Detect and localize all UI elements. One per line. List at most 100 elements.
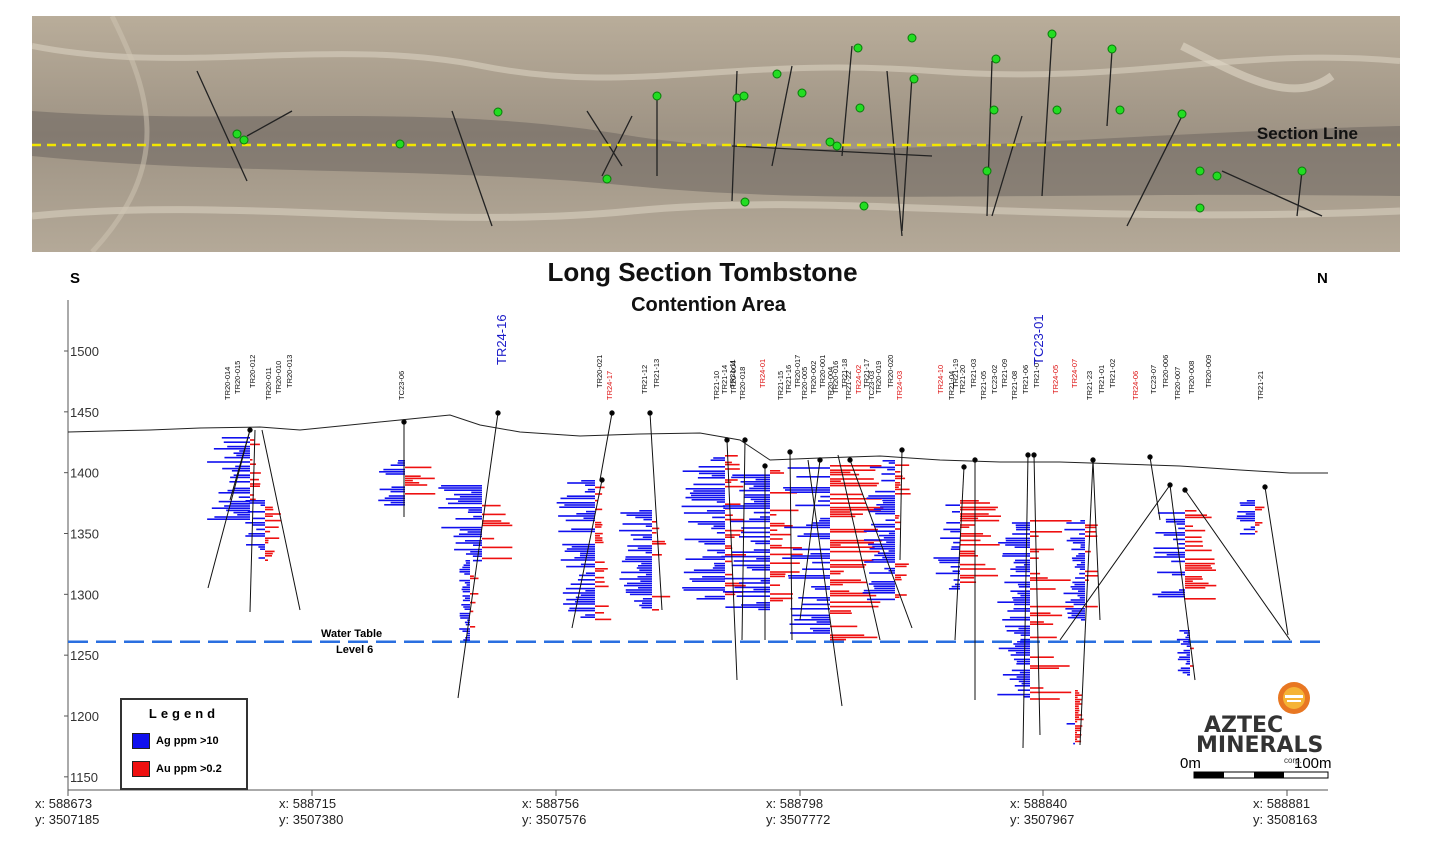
drill-collar <box>247 427 253 433</box>
ag-bar <box>951 511 960 513</box>
hole-label: TR20-010 <box>274 361 283 394</box>
ag-bar <box>230 476 250 479</box>
aerial-collar-marker <box>1047 29 1057 39</box>
au-bar <box>265 541 269 544</box>
ag-bar <box>1180 643 1190 645</box>
au-bar <box>1030 667 1060 669</box>
ag-bar <box>882 501 895 504</box>
hole-label: TC23-01 <box>1031 314 1046 365</box>
au-bar <box>1085 550 1091 553</box>
au-bar <box>725 573 733 576</box>
ag-bar <box>568 609 595 612</box>
au-bar <box>725 582 743 585</box>
ag-bar <box>1016 676 1030 678</box>
au-bar <box>652 543 667 545</box>
au-bar <box>1185 516 1212 519</box>
au-bar <box>1075 734 1082 736</box>
ag-bar <box>743 496 770 498</box>
ag-bar <box>441 485 482 487</box>
ag-bar <box>438 487 482 489</box>
drill-collar <box>1262 484 1268 490</box>
au-bar <box>595 585 609 588</box>
ag-bar <box>685 488 725 490</box>
ag-bar <box>1071 588 1085 590</box>
ag-bar <box>739 489 770 492</box>
ag-bar <box>866 497 895 499</box>
ag-bar <box>619 529 652 532</box>
au-bar <box>895 515 900 517</box>
ag-bar <box>866 598 895 601</box>
au-bar <box>470 626 476 628</box>
au-bar <box>830 601 881 603</box>
drill-trace <box>1149 456 1161 521</box>
ag-bar <box>643 518 652 521</box>
ag-bar <box>802 603 830 606</box>
au-bar <box>595 612 605 614</box>
ag-bar <box>1076 555 1085 557</box>
ag-bar <box>790 608 830 610</box>
au-bar <box>895 528 901 530</box>
au-bar <box>1075 738 1078 740</box>
ag-bar <box>1014 685 1030 687</box>
au-bar <box>770 522 785 525</box>
ag-bar <box>685 558 725 560</box>
assay-cluster <box>556 480 612 621</box>
ag-bar <box>881 479 895 482</box>
ag-bar <box>882 556 895 559</box>
au-bar <box>265 552 273 555</box>
au-bar <box>770 525 793 527</box>
au-bar <box>405 482 420 484</box>
au-bar <box>960 533 984 535</box>
ag-bar <box>725 606 770 608</box>
hole-label: TR20-005 <box>800 367 809 400</box>
aerial-collar-marker <box>832 141 842 151</box>
hole-label: TR20-006 <box>1161 355 1170 388</box>
ag-bar <box>730 520 770 523</box>
ag-bar <box>683 589 725 591</box>
hole-label: TR20-012 <box>248 355 257 388</box>
ag-bar <box>1015 566 1030 568</box>
ag-bar <box>581 480 595 482</box>
au-bar <box>770 472 785 474</box>
aerial-drill-trace <box>1296 170 1303 217</box>
ag-bar <box>869 466 895 469</box>
ag-bar <box>1161 591 1185 593</box>
ag-bar <box>873 508 895 510</box>
au-bar <box>770 575 785 578</box>
au-bar <box>830 566 865 568</box>
ag-bar <box>256 528 265 531</box>
ag-bar <box>1066 723 1075 725</box>
au-bar <box>830 594 877 597</box>
au-bar <box>895 486 899 488</box>
au-bar <box>830 638 847 641</box>
ag-bar <box>1010 568 1030 570</box>
assay-cluster <box>933 500 1001 590</box>
au-bar <box>250 459 253 461</box>
ag-bar <box>784 489 830 491</box>
au-bar <box>1185 569 1216 571</box>
ag-bar <box>803 533 830 535</box>
ag-bar <box>211 507 250 509</box>
ag-bar <box>738 536 770 538</box>
au-bar <box>1085 570 1098 573</box>
ag-bar <box>1239 502 1255 504</box>
ag-bar <box>1013 599 1030 601</box>
ag-bar <box>741 531 770 534</box>
hole-label: TR20-001 <box>818 355 827 388</box>
aerial-collar-marker <box>395 139 405 149</box>
ag-bar <box>1002 555 1030 557</box>
scale-left-label: 0m <box>1180 755 1201 772</box>
ag-bar <box>459 496 482 498</box>
south-label: S <box>70 270 81 287</box>
au-bar <box>595 532 603 535</box>
au-bar <box>250 485 260 487</box>
aerial-drill-trace <box>731 70 738 202</box>
ag-bar <box>788 575 830 577</box>
ag-bar <box>1066 522 1085 524</box>
ag-bar <box>812 522 830 524</box>
ag-bar <box>466 634 470 637</box>
au-bar <box>265 559 269 561</box>
ag-bar <box>621 560 652 563</box>
au-bar <box>830 559 874 562</box>
au-bar <box>1075 718 1084 721</box>
